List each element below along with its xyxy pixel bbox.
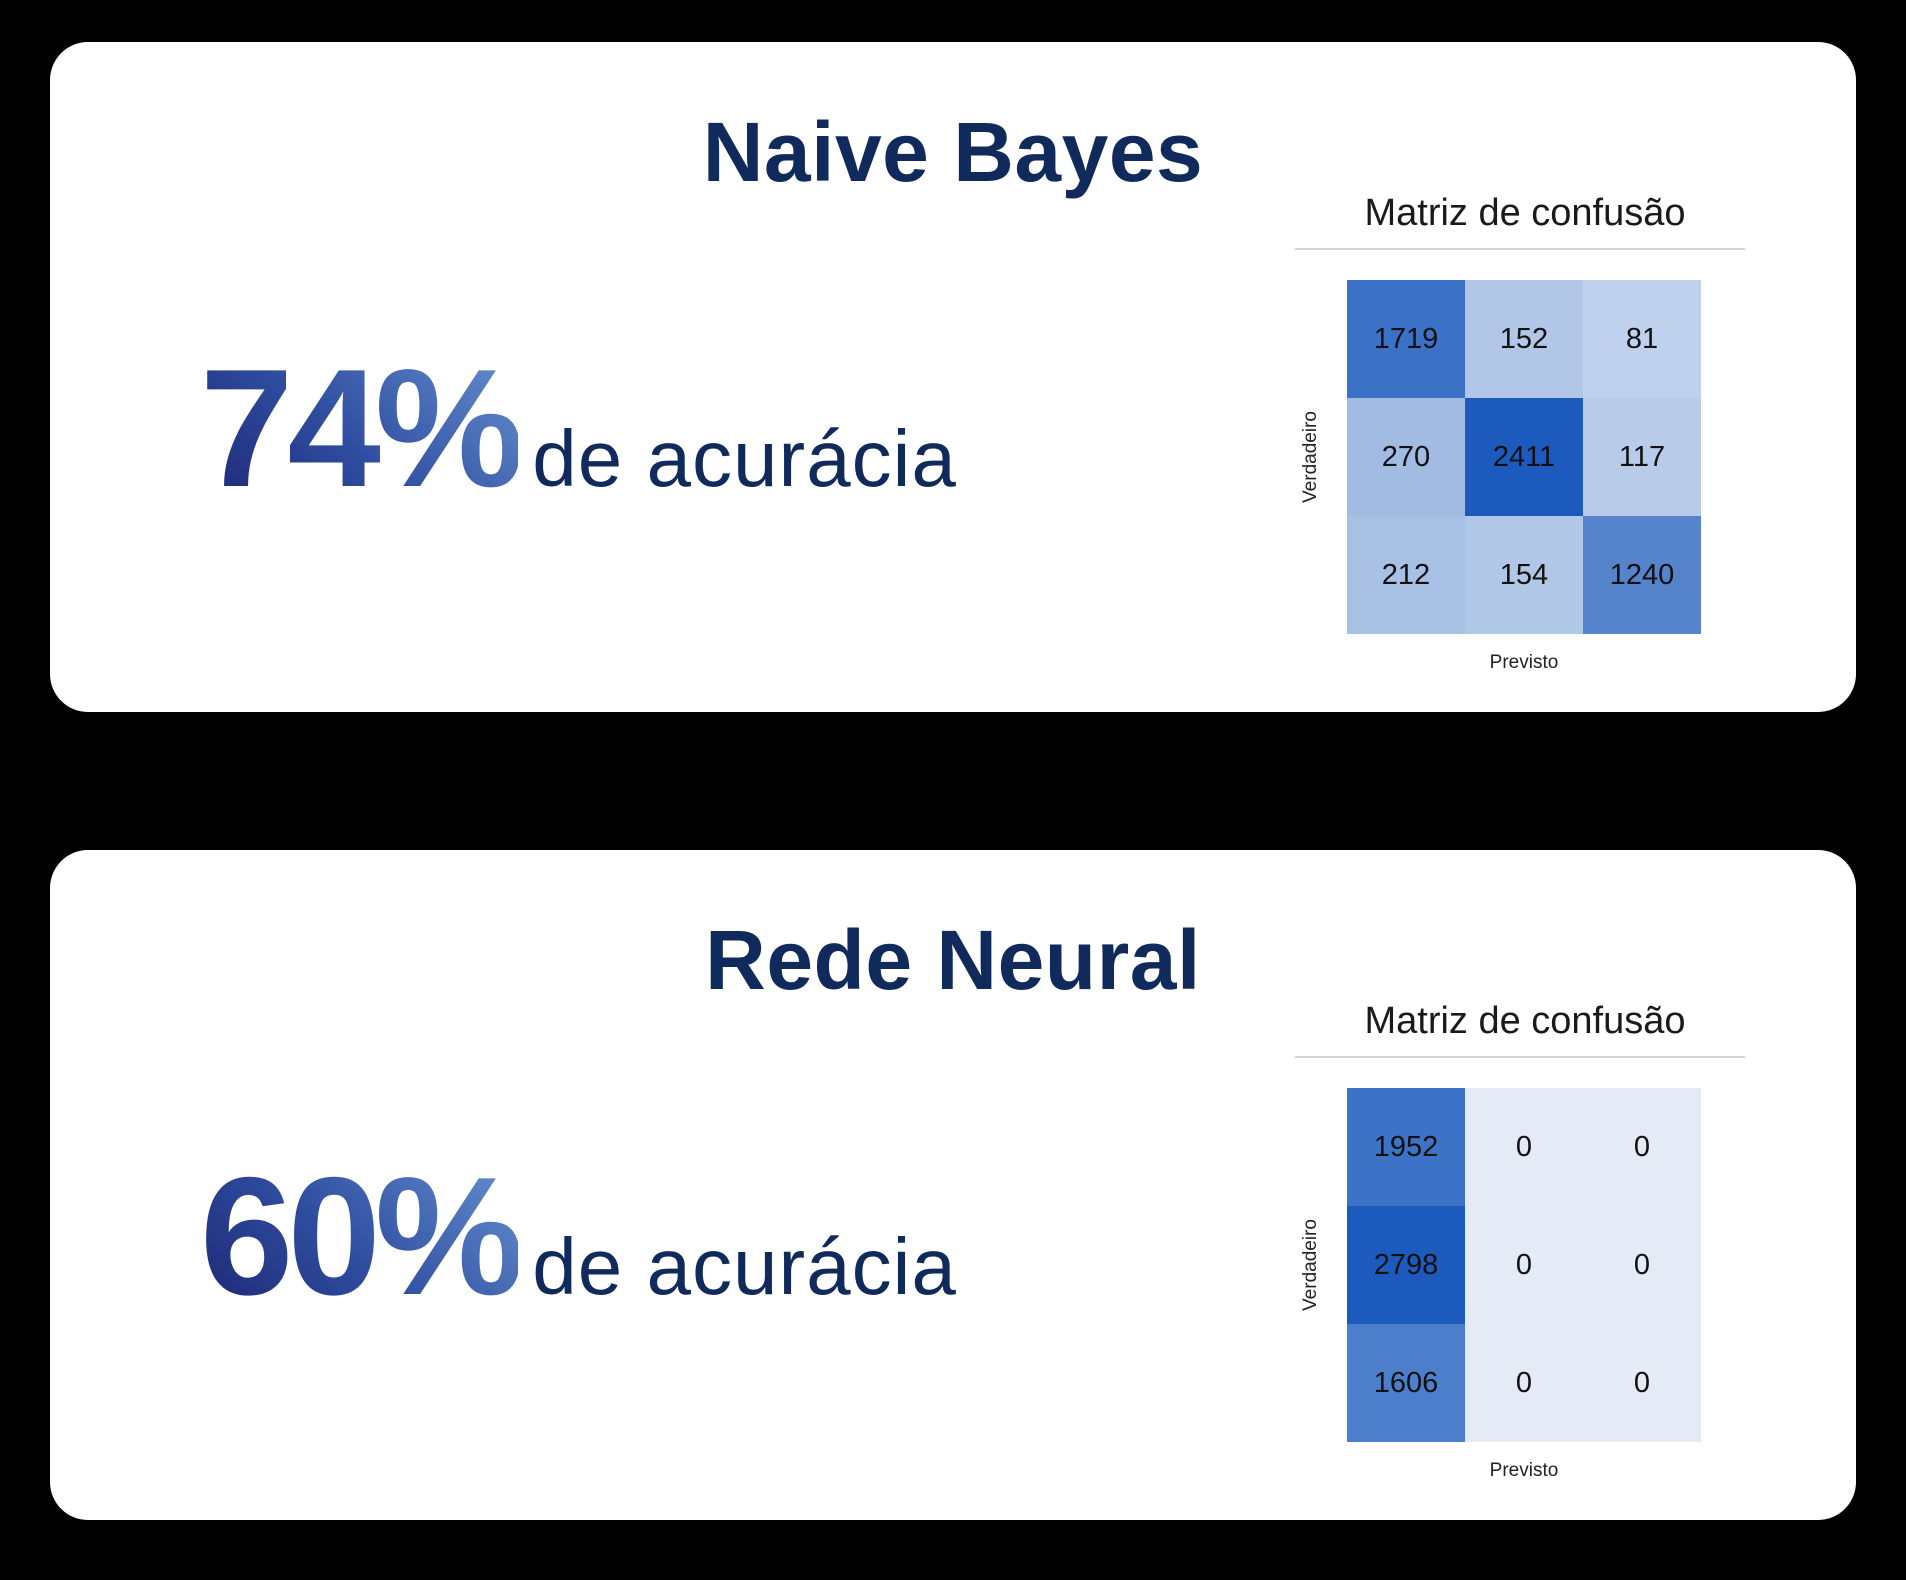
confusion-matrix: Matriz de confusão 1952 0 0 2798 0 0 1606 0 0 Ve… [1295,1000,1795,1481]
matrix-cell: 1240 [1583,516,1701,634]
y-axis-label: Verdadeiro [1300,411,1321,503]
title-divider [1295,1056,1745,1058]
matrix-cell: 0 [1465,1206,1583,1324]
matrix-cell: 152 [1465,280,1583,398]
x-axis-label: Previsto [1489,1460,1559,1481]
matrix-cell: 1952 [1347,1088,1465,1206]
matrix-grid: 1952 0 0 2798 0 0 1606 0 0 [1347,1088,1701,1442]
matrix-cell: 0 [1583,1324,1701,1442]
card-title: Rede Neural [705,913,1201,1007]
accuracy-label: de acurácia [532,1222,957,1311]
matrix-cell: 1719 [1347,280,1465,398]
y-axis-label: Verdadeiro [1300,1219,1321,1311]
naive-bayes-card: Naive Bayes 74% de acurácia Matriz de con… [50,42,1856,712]
matrix-cell: 0 [1465,1324,1583,1442]
matrix-cell: 0 [1583,1206,1701,1324]
matrix-cell: 154 [1465,516,1583,634]
title-divider [1295,248,1745,250]
confusion-matrix: Matriz de confusão 1719 152 81 270 2411 117 21… [1295,192,1795,673]
matrix-cell: 81 [1583,280,1701,398]
matrix-grid: 1719 152 81 270 2411 117 212 154 1240 [1347,280,1701,634]
accuracy-block: 74% de acurácia [200,332,957,525]
matrix-cell: 2411 [1465,398,1583,516]
matrix-cell: 270 [1347,398,1465,516]
x-axis-label: Previsto [1489,652,1559,673]
matrix-cell: 0 [1465,1088,1583,1206]
accuracy-value: 74% [200,334,524,522]
matrix-cell: 1606 [1347,1324,1465,1442]
matrix-title: Matriz de confusão [1364,192,1686,234]
matrix-title: Matriz de confusão [1364,1000,1686,1042]
accuracy-label: de acurácia [532,414,957,503]
matrix-cell: 0 [1583,1088,1701,1206]
matrix-cell: 117 [1583,398,1701,516]
matrix-cell: 2798 [1347,1206,1465,1324]
neural-network-card: Rede Neural 60% de acurácia Matriz de con… [50,850,1856,1520]
accuracy-value: 60% [200,1142,524,1330]
matrix-cell: 212 [1347,516,1465,634]
card-title: Naive Bayes [702,105,1204,199]
accuracy-block: 60% de acurácia [200,1140,957,1333]
